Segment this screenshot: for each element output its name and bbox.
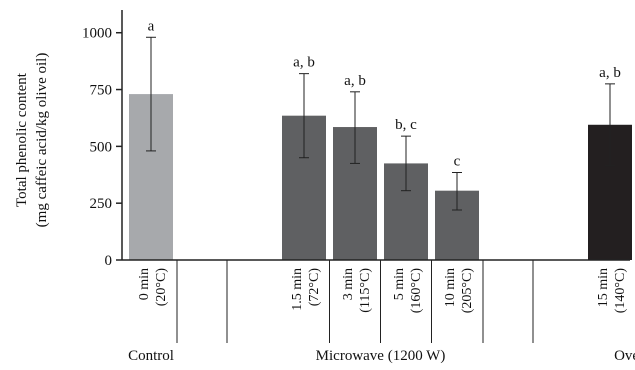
x-tick-label-line2: (115°C) — [358, 268, 373, 313]
x-tick-label-line2: (160°C) — [409, 268, 424, 314]
significance-label: a — [148, 18, 155, 34]
x-tick-label-line2: (140°C) — [613, 268, 628, 314]
x-tick-label-line1: 3 min — [341, 268, 356, 300]
significance-label: a, b — [344, 73, 366, 89]
y-tick-label: 1000 — [82, 26, 112, 42]
x-tick-label-line1: 15 min — [596, 268, 611, 307]
significance-label: c — [454, 154, 461, 170]
y-tick-label: 500 — [90, 139, 113, 155]
significance-label: a, b — [293, 55, 315, 71]
y-tick-label: 750 — [90, 83, 113, 99]
x-tick-label-line2: (205°C) — [460, 268, 475, 314]
x-tick-label-line1: 0 min — [137, 268, 152, 300]
group-label: Control — [128, 348, 174, 364]
y-axis: 0 250 500 750 1000 — [82, 10, 123, 269]
x-axis: 0 min (20°C) Control 1.5 min (72°C) 3 min (115… — [122, 259, 635, 364]
x-tick-label-line2: (20°C) — [154, 268, 169, 307]
group-label: Oven (2000 W) — [614, 348, 635, 364]
x-tick-label-line1: 1.5 min — [290, 268, 305, 311]
y-tick-label: 0 — [105, 253, 113, 269]
y-axis-title-line1: Total phenolic content — [14, 72, 30, 207]
y-axis-title: Total phenolic content (mg caffeic acid/… — [14, 53, 50, 228]
x-tick-label-line1: 5 min — [392, 268, 407, 300]
x-tick-label-line1: 10 min — [443, 268, 458, 307]
group-label: Microwave (1200 W) — [316, 348, 446, 364]
bars: aa, ba, bb, cca, bbb — [129, 18, 632, 260]
significance-label: b, c — [395, 117, 417, 133]
x-tick-label-line2: (72°C) — [307, 268, 322, 307]
significance-label: a, b — [599, 65, 621, 81]
y-axis-title-line2: (mg caffeic acid/kg olive oil) — [34, 53, 50, 228]
y-tick-label: 250 — [90, 196, 113, 212]
